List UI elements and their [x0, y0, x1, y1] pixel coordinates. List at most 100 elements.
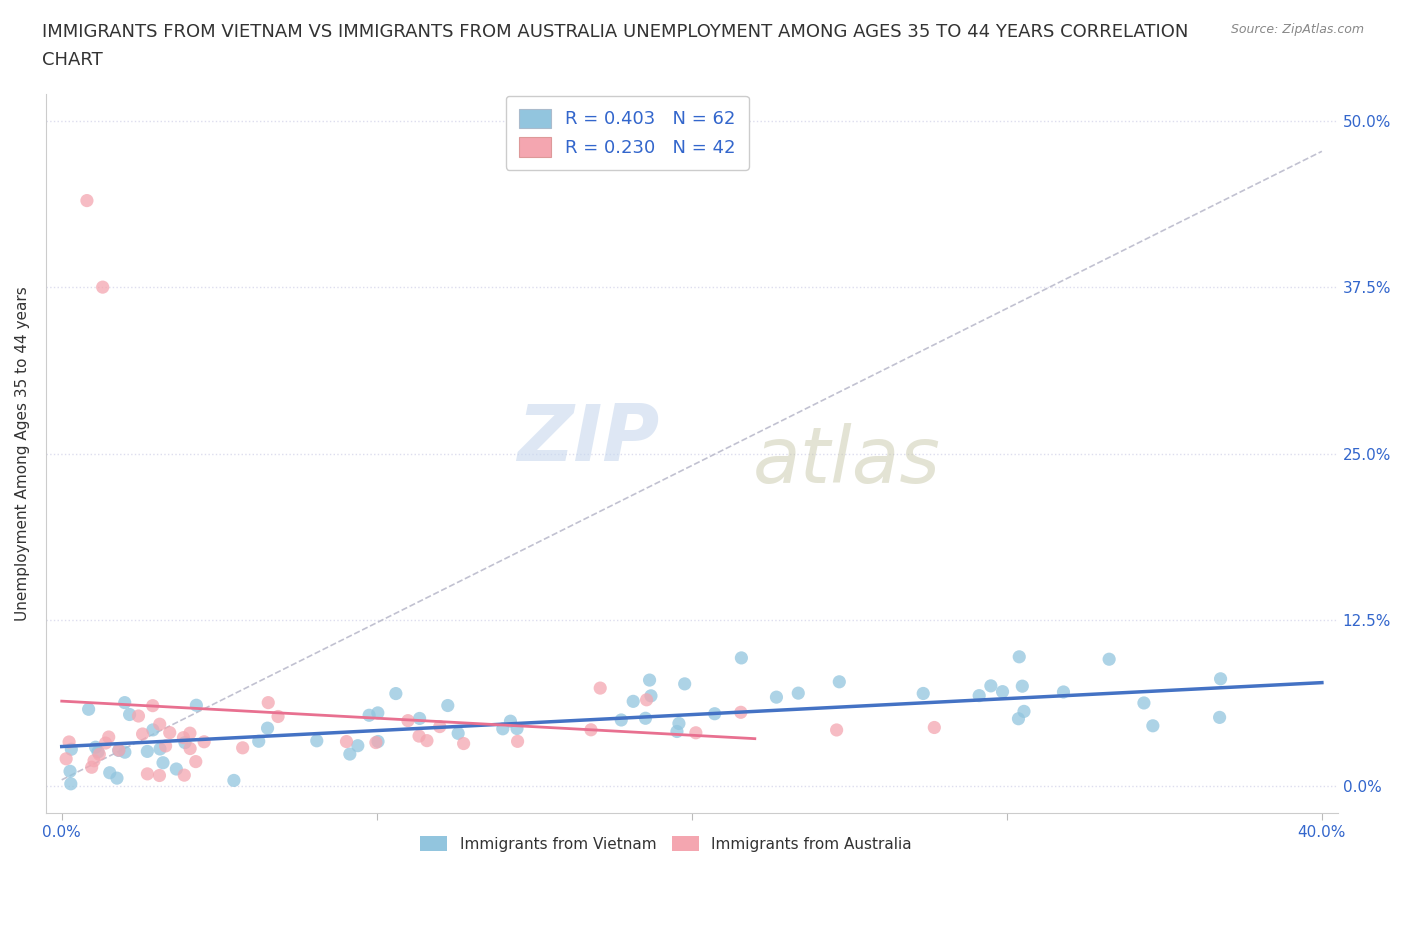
Point — [346, 738, 368, 753]
Point — [335, 734, 357, 749]
Point — [924, 720, 946, 735]
Point — [579, 723, 602, 737]
Point — [174, 735, 197, 750]
Point — [60, 742, 83, 757]
Point — [367, 706, 389, 721]
Point — [825, 723, 848, 737]
Point — [640, 688, 662, 703]
Point — [59, 764, 82, 778]
Point — [105, 771, 128, 786]
Point — [193, 735, 215, 750]
Point — [1209, 671, 1232, 686]
Point — [55, 751, 77, 766]
Point — [127, 709, 149, 724]
Point — [222, 773, 245, 788]
Point — [506, 734, 529, 749]
Point — [80, 760, 103, 775]
Point — [136, 744, 159, 759]
Text: Source: ZipAtlas.com: Source: ZipAtlas.com — [1230, 23, 1364, 36]
Point — [991, 684, 1014, 699]
Point — [436, 698, 458, 713]
Point — [339, 747, 361, 762]
Point — [634, 711, 657, 725]
Point — [408, 711, 430, 726]
Point — [149, 717, 172, 732]
Point — [89, 747, 111, 762]
Point — [94, 736, 117, 751]
Point — [136, 766, 159, 781]
Point — [765, 690, 787, 705]
Point — [621, 694, 644, 709]
Point — [165, 762, 187, 777]
Point — [730, 705, 752, 720]
Point — [107, 743, 129, 758]
Point — [77, 702, 100, 717]
Point — [453, 737, 475, 751]
Point — [967, 688, 990, 703]
Point — [636, 692, 658, 707]
Text: ZIP: ZIP — [517, 401, 659, 477]
Point — [492, 722, 515, 737]
Point — [114, 745, 136, 760]
Point — [76, 193, 98, 208]
Point — [247, 734, 270, 749]
Point — [256, 721, 278, 736]
Point — [1098, 652, 1121, 667]
Text: IMMIGRANTS FROM VIETNAM VS IMMIGRANTS FROM AUSTRALIA UNEMPLOYMENT AMONG AGES 35 : IMMIGRANTS FROM VIETNAM VS IMMIGRANTS FR… — [42, 23, 1188, 41]
Point — [148, 768, 170, 783]
Point — [385, 686, 408, 701]
Point — [589, 681, 612, 696]
Legend: Immigrants from Vietnam, Immigrants from Australia: Immigrants from Vietnam, Immigrants from… — [412, 829, 920, 859]
Point — [828, 674, 851, 689]
Point — [186, 698, 208, 712]
Point — [118, 707, 141, 722]
Point — [97, 730, 120, 745]
Point — [685, 725, 707, 740]
Point — [1012, 704, 1035, 719]
Point — [912, 686, 935, 701]
Point — [506, 721, 529, 736]
Point — [730, 650, 752, 665]
Point — [59, 777, 82, 791]
Point — [364, 735, 387, 750]
Point — [668, 716, 690, 731]
Point — [159, 725, 181, 740]
Point — [429, 719, 451, 734]
Point — [1052, 684, 1074, 699]
Point — [673, 676, 696, 691]
Point — [1008, 649, 1031, 664]
Point — [359, 708, 381, 723]
Point — [1208, 710, 1230, 724]
Point — [665, 724, 688, 739]
Text: atlas: atlas — [752, 423, 941, 498]
Point — [1011, 679, 1033, 694]
Point — [83, 753, 105, 768]
Point — [1007, 711, 1029, 726]
Point — [142, 723, 165, 737]
Y-axis label: Unemployment Among Ages 35 to 44 years: Unemployment Among Ages 35 to 44 years — [15, 286, 30, 621]
Point — [184, 754, 207, 769]
Point — [257, 696, 280, 711]
Point — [267, 709, 290, 724]
Point — [142, 698, 165, 713]
Point — [98, 765, 121, 780]
Point — [58, 735, 80, 750]
Point — [408, 729, 430, 744]
Point — [108, 743, 131, 758]
Point — [610, 712, 633, 727]
Point — [179, 741, 201, 756]
Point — [155, 738, 177, 753]
Point — [84, 739, 107, 754]
Point — [305, 734, 328, 749]
Point — [91, 280, 114, 295]
Point — [1133, 696, 1156, 711]
Point — [131, 726, 153, 741]
Point — [703, 706, 725, 721]
Point — [499, 713, 522, 728]
Point — [87, 744, 110, 759]
Point — [172, 730, 194, 745]
Point — [114, 696, 136, 711]
Point — [396, 713, 419, 728]
Point — [152, 755, 174, 770]
Point — [447, 726, 470, 741]
